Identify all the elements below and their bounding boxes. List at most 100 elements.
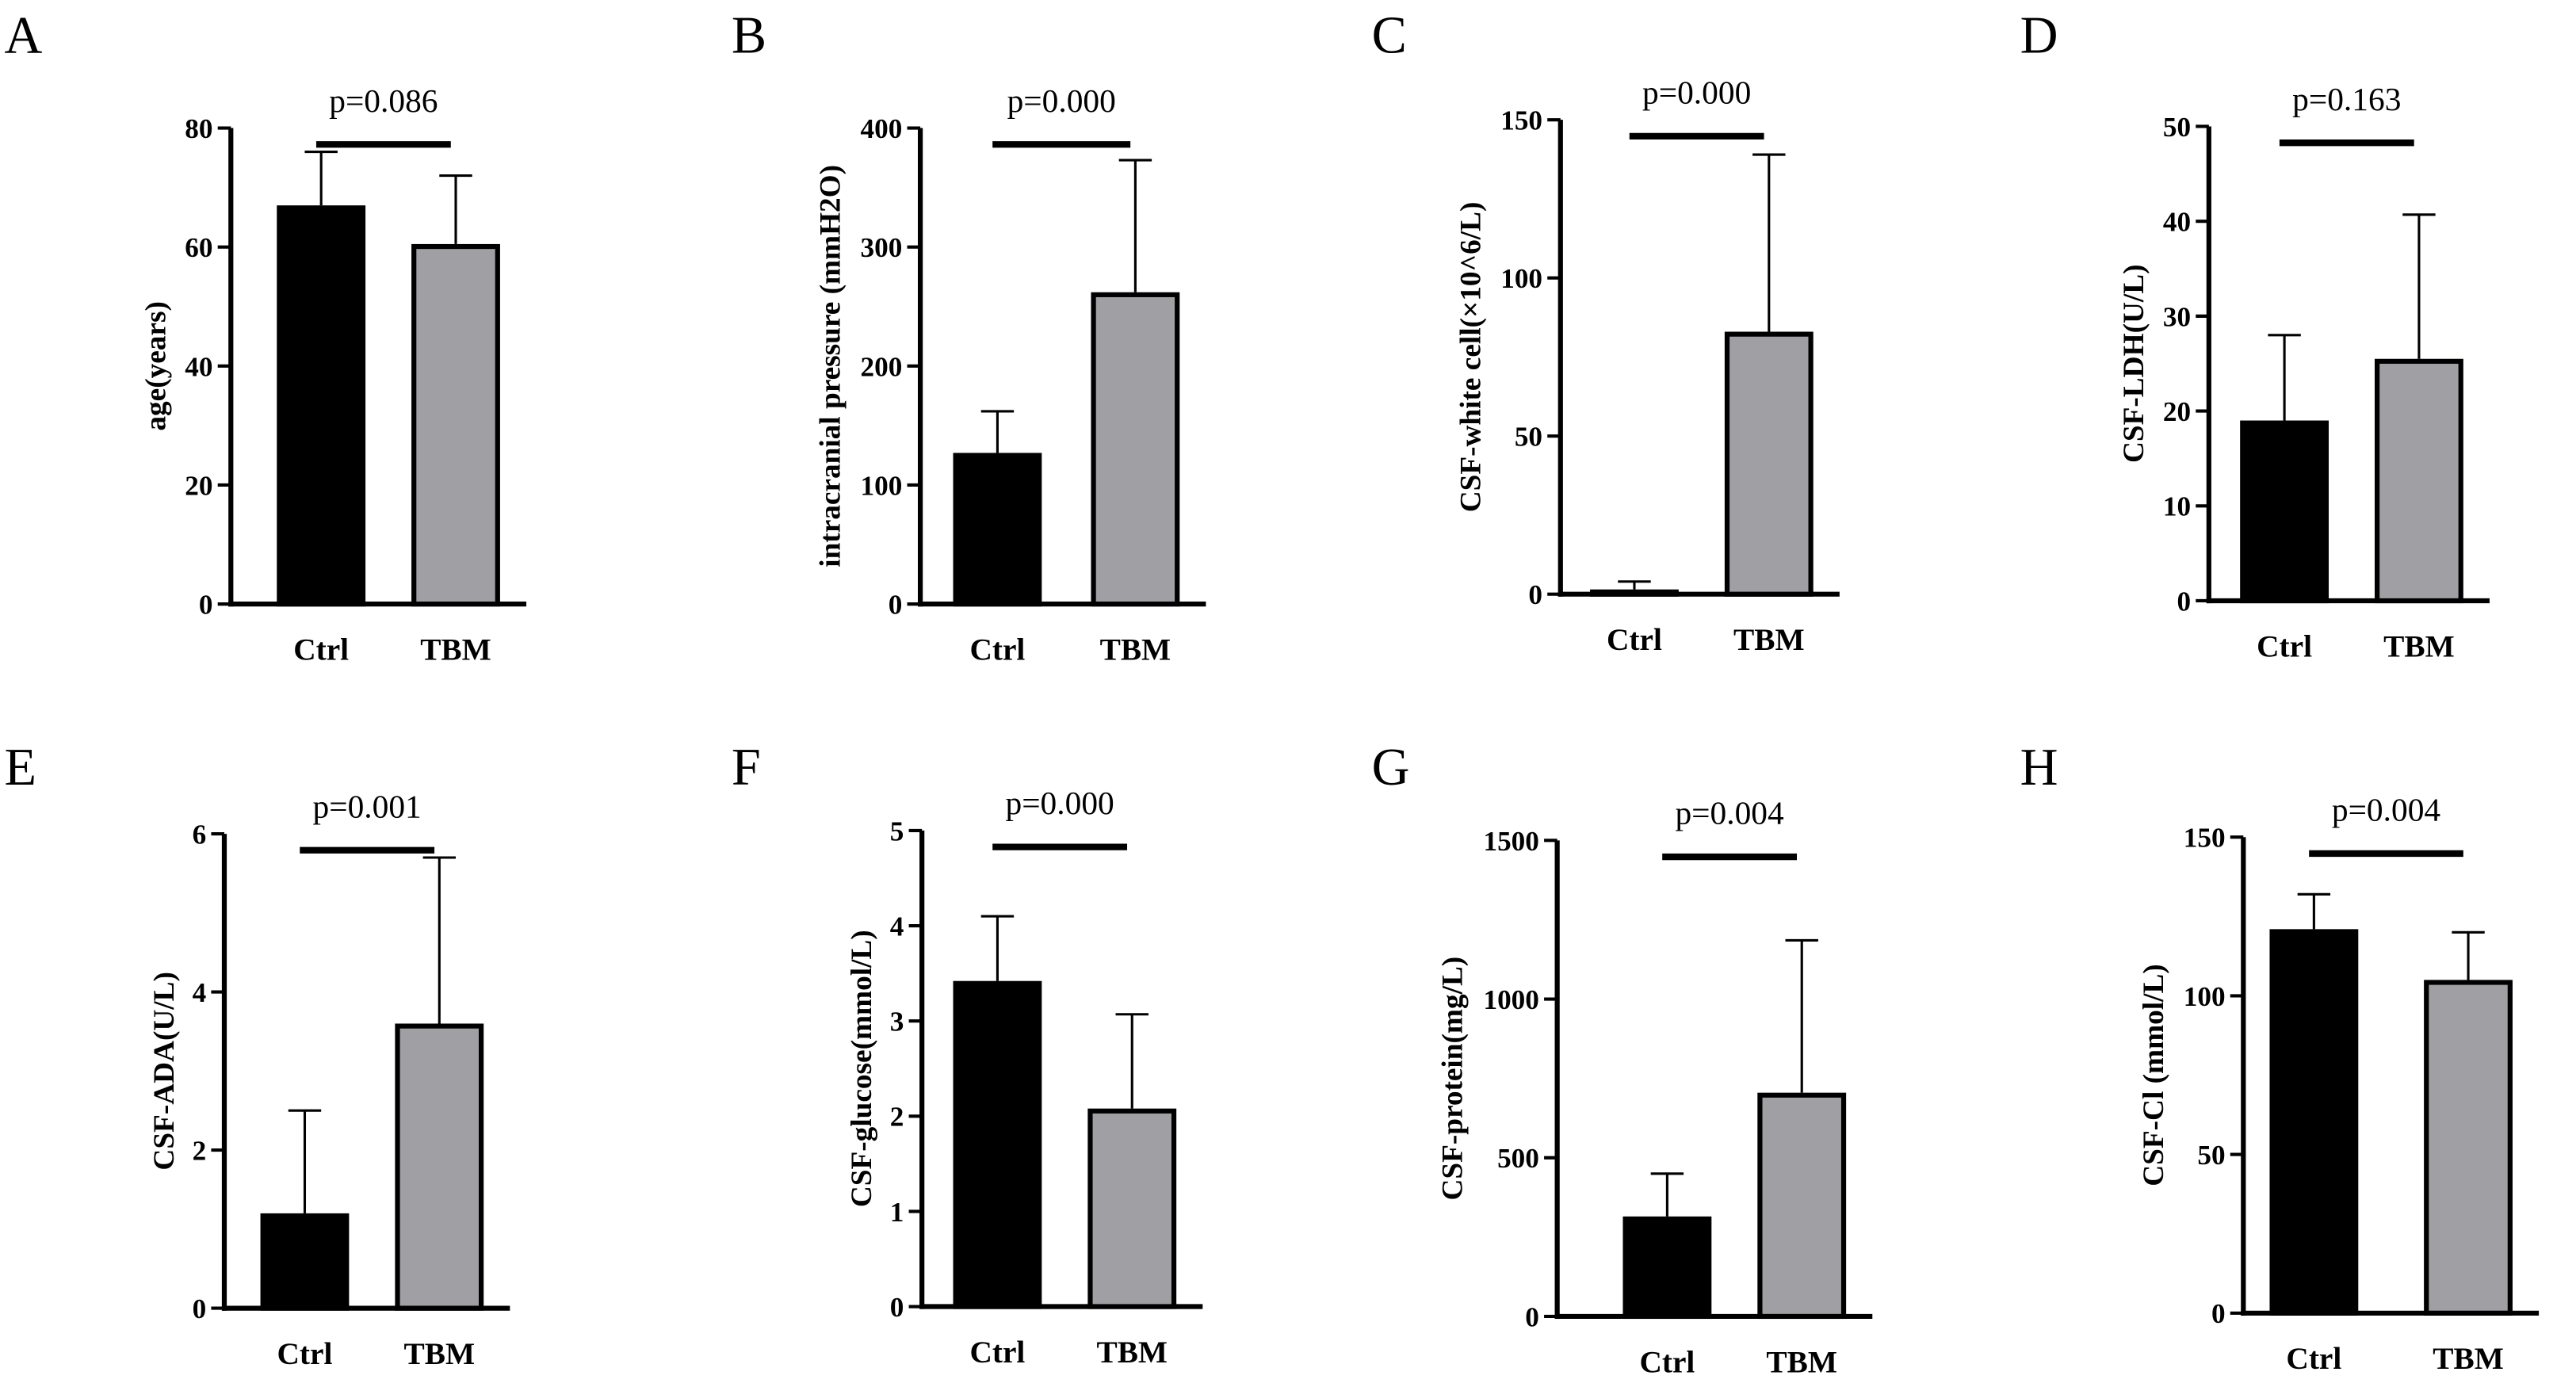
y-tick-label: 1500: [1483, 826, 1538, 857]
y-tick-label: 0: [1525, 1301, 1539, 1332]
y-axis-label: age(years): [140, 301, 172, 430]
y-tick-label: 0: [889, 590, 903, 621]
panel-e: E 0 2 4 6 CSF-ADA(U/L) Ctrl TBM p=0.001: [4, 739, 510, 1371]
y-tick-label: 150: [1500, 105, 1542, 136]
y-tick-label: 200: [861, 351, 903, 382]
y-tick-label: 3: [890, 1007, 904, 1037]
bar-tbm: [1087, 1108, 1177, 1309]
x-tick-label: Ctrl: [2286, 1341, 2341, 1376]
x-tick-label: Ctrl: [2257, 629, 2312, 663]
x-tick-label: TBM: [1096, 1335, 1168, 1370]
y-tick-label: 1000: [1483, 984, 1538, 1015]
x-tick-label: Ctrl: [969, 1335, 1025, 1370]
bar-tbm: [1091, 292, 1180, 607]
y-axis-label: intracranial pressure (mmH2O): [815, 165, 847, 567]
x-tick-label: TBM: [403, 1336, 475, 1371]
panel-letter: G: [1372, 739, 1410, 797]
y-tick-label: 0: [2177, 586, 2191, 617]
bar-tbm: [2424, 980, 2513, 1316]
x-tick-label: Ctrl: [1607, 622, 1662, 657]
y-tick-label: 60: [185, 232, 212, 263]
p-value-label: p=0.004: [2332, 792, 2441, 828]
y-tick-label: 0: [193, 1293, 207, 1324]
x-tick-label: TBM: [420, 632, 491, 667]
x-tick-label: Ctrl: [293, 632, 349, 667]
y-tick-label: 10: [2163, 491, 2191, 522]
panel-h: H 0 50 100 150 CSF-Cl (mmol/L) Ctrl TBM p=0.004: [2020, 739, 2540, 1376]
y-tick-label: 100: [2184, 981, 2226, 1012]
y-tick-label: 50: [2163, 112, 2191, 143]
bar-tbm: [395, 1023, 484, 1311]
y-tick-label: 0: [890, 1292, 904, 1323]
y-tick-label: 40: [185, 351, 212, 382]
y-tick-label: 100: [861, 470, 903, 501]
bar-ctrl: [2269, 929, 2359, 1316]
y-tick-label: 2: [890, 1102, 904, 1133]
y-tick-label: 300: [861, 232, 903, 263]
p-value-label: p=0.086: [329, 82, 438, 119]
panel-letter: E: [4, 739, 36, 797]
y-tick-label: 20: [185, 470, 212, 501]
y-tick-label: 50: [2197, 1140, 2225, 1171]
y-tick-label: 0: [199, 590, 213, 621]
bar-ctrl: [277, 205, 366, 607]
y-tick-label: 500: [1497, 1143, 1539, 1174]
p-value-label: p=0.000: [1007, 82, 1116, 119]
panel-a: A 0 20 40 60 80 age(years) Ctrl TBM p=0.086: [4, 6, 527, 667]
y-tick-label: 0: [1528, 579, 1542, 610]
y-tick-label: 150: [2184, 823, 2226, 854]
panel-g: G 0 500 1000 1500 CSF-protein(mg/L) Ctrl TBM p=0…: [1372, 739, 1873, 1379]
p-value-label: p=0.001: [313, 788, 422, 824]
x-tick-label: Ctrl: [277, 1336, 333, 1371]
p-value-label: p=0.000: [1642, 74, 1751, 110]
y-tick-label: 4: [890, 911, 904, 942]
panel-letter: B: [732, 6, 766, 64]
x-tick-label: TBM: [2383, 629, 2455, 663]
bar-ctrl: [1590, 589, 1679, 597]
y-axis-label: CSF-ADA(U/L): [148, 972, 181, 1170]
y-tick-label: 100: [1500, 263, 1542, 294]
y-tick-label: 4: [193, 977, 207, 1008]
y-axis-label: CSF-protein(mg/L): [1437, 957, 1470, 1201]
bar-ctrl: [2240, 420, 2329, 604]
y-tick-label: 1: [890, 1197, 904, 1228]
y-tick-label: 40: [2163, 207, 2191, 238]
y-axis-label: CSF-white cell(×10^6/L): [1454, 202, 1487, 513]
p-value-label: p=0.163: [2292, 81, 2401, 117]
p-value-label: p=0.004: [1675, 795, 1784, 831]
p-value-label: p=0.000: [1006, 785, 1114, 821]
y-tick-label: 80: [185, 113, 212, 144]
x-tick-label: TBM: [1766, 1344, 1837, 1379]
x-tick-label: TBM: [1100, 632, 1171, 667]
bar-ctrl: [260, 1213, 350, 1311]
panel-letter: D: [2020, 6, 2058, 64]
panel-d: D 0 10 20 30 40 50 CSF-LDH(U/L) Ctrl TBM p=0.163: [2020, 6, 2490, 663]
y-tick-label: 30: [2163, 301, 2191, 332]
bar-ctrl: [1622, 1216, 1712, 1320]
y-tick-label: 6: [193, 819, 207, 850]
y-tick-label: 400: [861, 113, 903, 144]
panel-letter: H: [2020, 739, 2058, 797]
panel-b: B 0 100 200 300 400 intracranial pressure (mmH…: [732, 6, 1206, 667]
y-tick-label: 50: [1515, 422, 1542, 453]
panel-letter: F: [732, 739, 761, 797]
bar-tbm: [2375, 358, 2463, 604]
bar-tbm: [1724, 331, 1814, 597]
y-axis-label: CSF-glucose(mmol/L): [846, 930, 878, 1207]
x-tick-label: Ctrl: [969, 632, 1025, 667]
y-tick-label: 5: [890, 816, 904, 846]
x-tick-label: TBM: [1733, 622, 1805, 657]
panel-letter: C: [1372, 6, 1407, 64]
y-tick-label: 0: [2211, 1298, 2226, 1329]
bar-tbm: [1757, 1092, 1847, 1320]
x-tick-label: TBM: [2433, 1341, 2504, 1376]
panel-f: F 0 1 2 3 4 5 CSF-glucose(mmol/L) Ctrl TBM p=0.000: [732, 739, 1203, 1370]
x-tick-label: Ctrl: [1639, 1344, 1695, 1379]
bar-ctrl: [953, 453, 1042, 607]
y-tick-label: 2: [193, 1136, 207, 1167]
bar-tbm: [411, 243, 500, 607]
y-axis-label: CSF-LDH(U/L): [2118, 264, 2150, 463]
y-axis-label: CSF-Cl (mmol/L): [2138, 964, 2170, 1186]
bar-ctrl: [953, 980, 1042, 1309]
